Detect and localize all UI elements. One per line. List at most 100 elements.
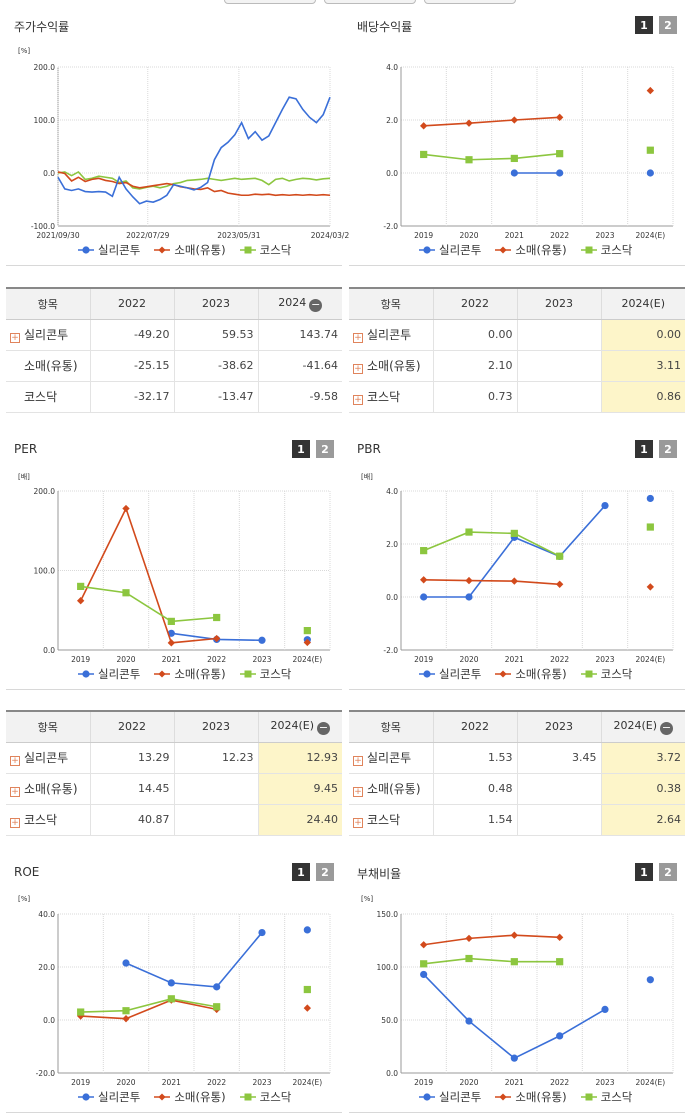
legend-item-silicon2[interactable]: 실리콘투: [78, 242, 140, 258]
legend: 실리콘투 소매(유통) 코스닥: [78, 242, 291, 258]
legend-item-retail[interactable]: 소매(유통): [495, 666, 567, 682]
legend-item-kosdaq[interactable]: 코스닥: [580, 666, 632, 682]
kosdaq-line: [57, 170, 331, 190]
tab-1[interactable]: 1: [292, 440, 310, 458]
tab-2[interactable]: 2: [659, 16, 677, 34]
top-toggle-3[interactable]: [424, 0, 516, 4]
row-label: + 코스닥: [349, 804, 433, 836]
tab-2[interactable]: 2: [659, 440, 677, 458]
legend-item-kosdaq[interactable]: 코스닥: [239, 666, 291, 682]
tab-2[interactable]: 2: [316, 440, 334, 458]
table-cell: [173, 773, 258, 805]
tab-1[interactable]: 1: [635, 863, 653, 881]
minus-icon[interactable]: −: [317, 720, 331, 735]
column-header: 2022: [432, 287, 517, 320]
legend-item-kosdaq[interactable]: 코스닥: [580, 242, 632, 258]
y-tick-label: 4.0: [386, 63, 398, 72]
x-tick-label: 2023: [252, 1078, 271, 1087]
legend-label: 실리콘투: [439, 243, 482, 257]
tab-2[interactable]: 2: [659, 863, 677, 881]
table-cell: 40.87: [89, 804, 174, 836]
legend-item-retail[interactable]: 소매(유통): [154, 666, 226, 682]
table-cell: -49.20: [89, 319, 174, 351]
expand-plus-icon[interactable]: +: [10, 333, 20, 343]
tab-1[interactable]: 1: [635, 440, 653, 458]
legend-item-kosdaq[interactable]: 코스닥: [580, 1089, 633, 1105]
column-header: 항목: [6, 287, 90, 320]
expand-plus-icon[interactable]: +: [353, 395, 363, 405]
x-tick-label: 2022: [550, 655, 569, 664]
expand-plus-icon[interactable]: +: [10, 818, 20, 828]
table-cell: 24.40: [257, 804, 342, 836]
top-toggle-2[interactable]: [324, 0, 416, 4]
expand-plus-icon[interactable]: +: [353, 818, 363, 828]
table-cell: 3.45: [516, 742, 601, 774]
legend-item-kosdaq[interactable]: 코스닥: [239, 242, 291, 258]
legend-item-retail[interactable]: 소매(유통): [495, 242, 567, 258]
table-cell: 0.00: [432, 319, 517, 351]
y-tick-label: 0.0: [43, 1016, 55, 1025]
legend-marker-icon: [239, 670, 256, 678]
retail-point: [419, 122, 428, 130]
legend: 실리콘투 소매(유통) 코스닥: [78, 1089, 291, 1105]
x-tick-label: 2023: [595, 655, 614, 664]
x-tick-label: 2021: [162, 655, 181, 664]
minus-icon[interactable]: −: [309, 297, 323, 312]
expand-plus-icon[interactable]: +: [353, 364, 363, 374]
table-cell: 12.23: [173, 742, 258, 774]
legend: 실리콘투 소매(유통) 코스닥: [419, 666, 632, 682]
x-tick-label: 2024(E): [635, 655, 665, 664]
legend-item-retail[interactable]: 소매(유통): [154, 1089, 226, 1105]
x-tick-label: 2024(E): [292, 1078, 322, 1087]
unit-label: [%]: [18, 895, 31, 903]
retail-point: [167, 639, 176, 647]
expand-plus-icon[interactable]: +: [353, 333, 363, 343]
legend-item-silicon2[interactable]: 실리콘투: [419, 242, 481, 258]
tab-1[interactable]: 1: [292, 863, 310, 881]
legend-item-silicon2[interactable]: 실리콘투: [78, 666, 140, 682]
tab-group: 1 2: [635, 863, 677, 881]
legend-item-silicon2[interactable]: 실리콘투: [78, 1089, 140, 1105]
top-toggle-1[interactable]: [224, 0, 316, 4]
legend-item-silicon2[interactable]: 실리콘투: [419, 666, 481, 682]
kosdaq-point: [303, 985, 311, 994]
kosdaq-point: [167, 995, 175, 1003]
kosdaq-point: [510, 958, 518, 966]
table-cell: [516, 319, 601, 351]
row-label: 코스닥: [6, 381, 90, 413]
legend-item-kosdaq[interactable]: 코스닥: [239, 1089, 291, 1105]
legend-marker-icon: [580, 1093, 597, 1101]
expand-plus-icon[interactable]: +: [353, 787, 363, 797]
silicon2-point: [556, 169, 564, 177]
x-tick-label: 2019: [71, 655, 90, 664]
legend-marker-icon: [419, 670, 435, 678]
minus-icon[interactable]: −: [660, 720, 674, 735]
tab-1[interactable]: 1: [635, 16, 653, 34]
x-tick-label: 2024(E): [292, 655, 322, 664]
legend-label: 코스닥: [600, 1090, 633, 1104]
x-tick-label: 2021: [505, 655, 524, 664]
row-label: + 실리콘투: [6, 742, 90, 774]
y-tick-label: 2.0: [386, 540, 398, 549]
table-cell: 59.53: [173, 319, 258, 351]
legend-item-silicon2[interactable]: 실리콘투: [419, 1089, 481, 1105]
legend-item-retail[interactable]: 소매(유통): [154, 242, 226, 258]
y-tick-label: 0.0: [43, 169, 55, 178]
expand-plus-icon[interactable]: +: [353, 756, 363, 766]
kosdaq-line: [423, 957, 560, 965]
tab-2[interactable]: 2: [316, 863, 334, 881]
y-tick-label: 2.0: [386, 116, 398, 125]
x-tick-label: 2022: [550, 231, 569, 240]
kosdaq-point: [122, 1007, 130, 1015]
legend-label: 소매(유통): [515, 243, 567, 257]
retail-point: [303, 1004, 312, 1012]
y-tick-label: 200.0: [34, 487, 56, 496]
kosdaq-point: [646, 146, 654, 154]
x-tick-label: 2019: [414, 655, 433, 664]
expand-plus-icon[interactable]: +: [10, 756, 20, 766]
x-tick-label: 2022: [550, 1078, 569, 1087]
legend-item-retail[interactable]: 소매(유통): [495, 1089, 567, 1105]
column-header: 2022: [89, 287, 174, 320]
table-cell: 143.74: [257, 319, 342, 351]
expand-plus-icon[interactable]: +: [10, 787, 20, 797]
